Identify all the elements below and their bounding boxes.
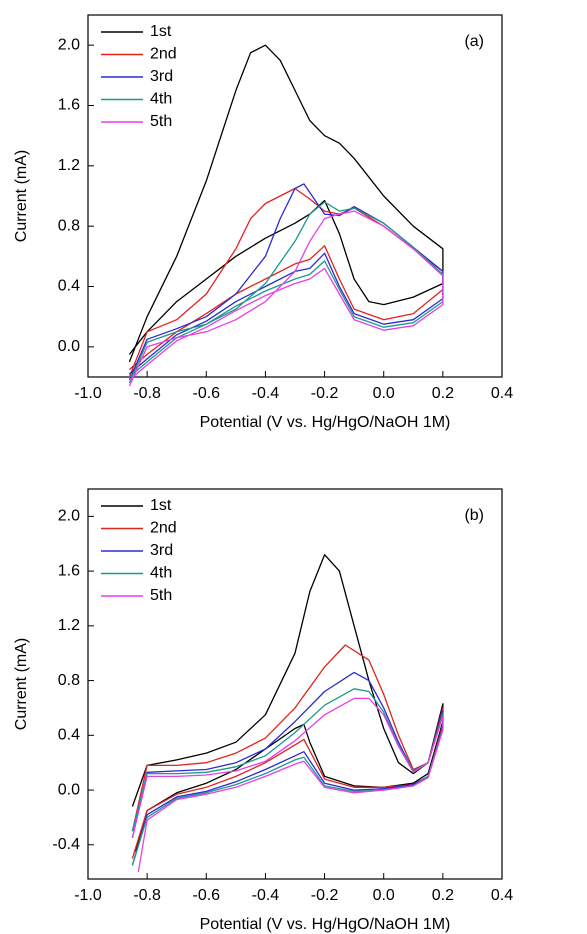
legend-label: 3rd <box>150 542 173 559</box>
legend-label: 5th <box>150 587 172 604</box>
x-tick-label: 0.0 <box>373 385 395 402</box>
x-tick-label: -1.0 <box>74 385 102 402</box>
x-tick-label: -0.6 <box>192 887 220 904</box>
cv-curve <box>131 688 444 866</box>
x-tick-label: 0.0 <box>373 887 395 904</box>
cv-curve <box>131 671 444 866</box>
x-tick-label: 0.2 <box>432 385 454 402</box>
y-tick-label: 2.0 <box>58 36 80 53</box>
x-tick-label: -0.8 <box>133 887 161 904</box>
y-tick-label: 0.8 <box>58 672 80 689</box>
x-tick-label: -1.0 <box>74 887 102 904</box>
x-axis-label: Potential (V vs. Hg/HgO/NaOH 1M) <box>200 414 451 431</box>
y-tick-label: 2.0 <box>58 508 80 525</box>
y-tick-label: 1.6 <box>58 562 80 579</box>
x-axis-label: Potential (V vs. Hg/HgO/NaOH 1M) <box>200 916 451 933</box>
legend-label: 1st <box>150 23 172 40</box>
legend-label: 2nd <box>150 520 177 537</box>
y-tick-label: 0.0 <box>58 781 80 798</box>
y-tick-label: 1.6 <box>58 97 80 114</box>
cv-curve <box>131 644 444 859</box>
cv-curve <box>131 697 444 873</box>
cv-curve <box>131 554 444 852</box>
y-tick-label: 0.4 <box>58 278 80 295</box>
y-tick-label: -0.4 <box>52 836 80 853</box>
x-tick-label: -0.2 <box>311 887 339 904</box>
plot-frame <box>87 14 503 378</box>
x-tick-label: 0.4 <box>491 385 513 402</box>
cv-curve <box>128 210 444 387</box>
y-axis-label: Current (mA) <box>13 150 30 242</box>
x-tick-label: -0.4 <box>252 385 280 402</box>
legend-label: 4th <box>150 91 172 108</box>
legend-label: 1st <box>150 497 172 514</box>
y-tick-label: 1.2 <box>58 157 80 174</box>
legend-label: 5th <box>150 113 172 130</box>
x-tick-label: -0.6 <box>192 385 220 402</box>
x-tick-label: -0.4 <box>252 887 280 904</box>
x-tick-label: -0.2 <box>311 385 339 402</box>
x-tick-label: 0.4 <box>491 887 513 904</box>
x-tick-label: 0.2 <box>432 887 454 904</box>
x-tick-label: -0.8 <box>133 385 161 402</box>
cv-curve <box>128 201 444 384</box>
y-tick-label: 0.0 <box>58 338 80 355</box>
y-axis-label: Current (mA) <box>13 638 30 730</box>
y-tick-label: 1.2 <box>58 617 80 634</box>
cv-curve <box>128 44 444 363</box>
panel-label: (a) <box>464 33 484 50</box>
panel-label: (b) <box>464 507 484 524</box>
legend-label: 3rd <box>150 68 173 85</box>
y-tick-label: 0.4 <box>58 727 80 744</box>
legend-label: 2nd <box>150 46 177 63</box>
plot-frame <box>87 488 503 880</box>
y-tick-label: 0.8 <box>58 217 80 234</box>
legend-label: 4th <box>150 565 172 582</box>
